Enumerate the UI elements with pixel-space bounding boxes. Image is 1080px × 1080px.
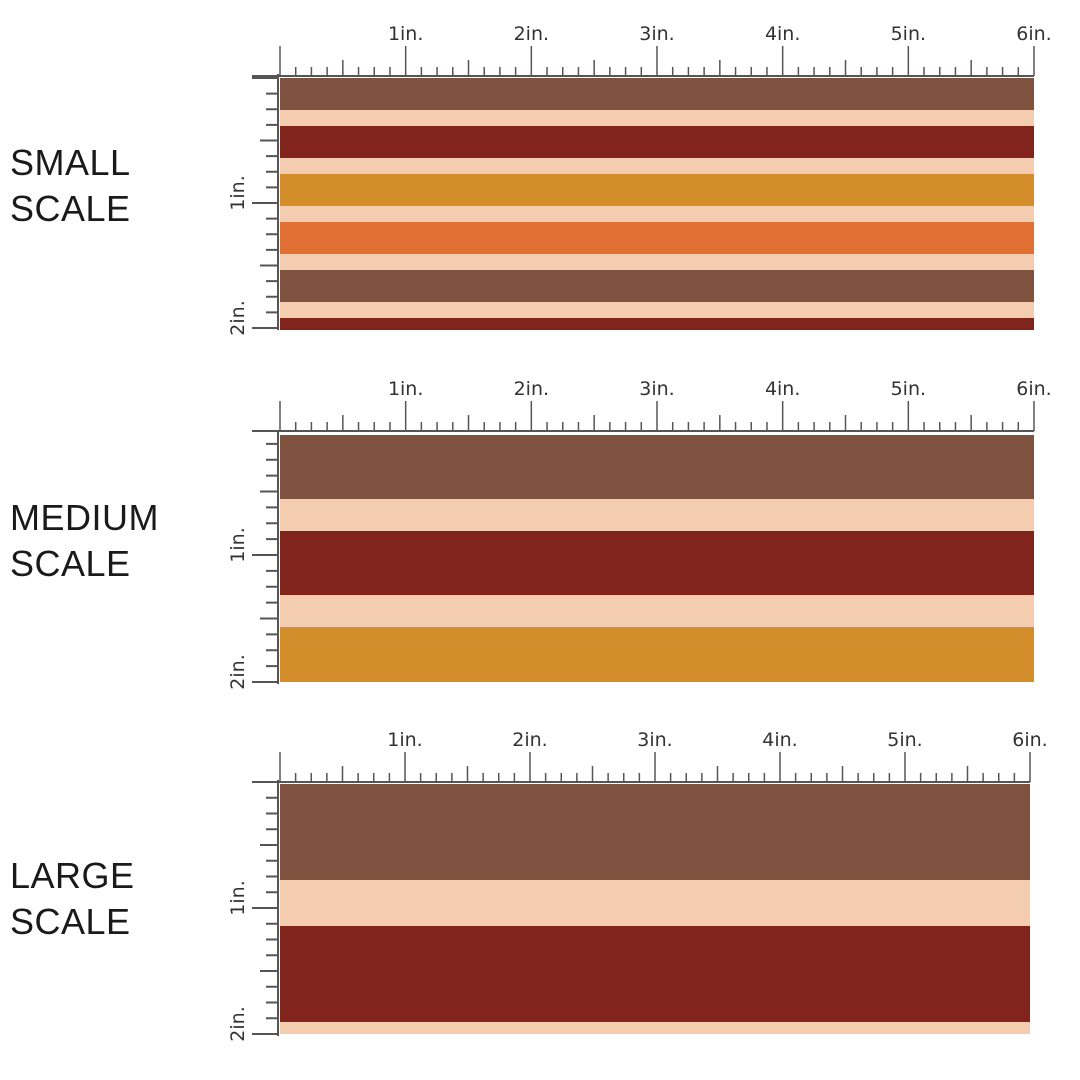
stripe-cream xyxy=(280,254,1034,270)
ruler-label: 1in. xyxy=(388,378,423,400)
scale-label-line1: LARGE xyxy=(10,855,135,896)
ruler-label: 2in. xyxy=(514,378,549,400)
stripe-group xyxy=(280,784,1030,1034)
panel-small: SMALL SCALE 1in. 2in. 3in. 4in. 5in. 6in. 1in.… xyxy=(0,0,1080,350)
stripe-maroon xyxy=(280,126,1034,158)
vertical-ruler: 1in. 2in. xyxy=(227,431,279,690)
stripe-brown xyxy=(280,78,1034,110)
ruler-label: 1in. xyxy=(227,880,249,915)
panel-large: LARGE SCALE 1in. 2in. 3in. 4in. 5in. 6in. 1in.… xyxy=(0,710,1080,1065)
scale-label: SMALL SCALE xyxy=(10,140,131,232)
fabric-swatch-medium: 1in. 2in. 3in. 4in. 5in. 6in. 1in. 2in. xyxy=(227,378,1052,690)
stripe-cream xyxy=(280,1022,1030,1034)
ruler-label: 1in. xyxy=(227,527,249,562)
stripe-brown xyxy=(280,270,1034,302)
stripe-cream xyxy=(280,302,1034,318)
scale-label-line2: SCALE xyxy=(10,901,131,942)
ruler-label: 3in. xyxy=(639,23,674,45)
stripe-cream xyxy=(280,880,1030,926)
ruler-label: 2in. xyxy=(227,1006,249,1041)
scale-label-line1: SMALL xyxy=(10,142,131,183)
stripe-mustard xyxy=(280,174,1034,206)
stripe-cream xyxy=(280,110,1034,126)
stripe-group xyxy=(280,435,1034,682)
stripe-brown xyxy=(280,784,1030,880)
ruler-label: 4in. xyxy=(762,729,797,751)
ruler-label: 3in. xyxy=(637,729,672,751)
ruler-label: 5in. xyxy=(891,23,926,45)
scale-label: MEDIUM SCALE xyxy=(10,495,159,587)
scale-label-line1: MEDIUM xyxy=(10,497,159,538)
horizontal-ruler: 1in. 2in. 3in. 4in. 5in. 6in. xyxy=(252,23,1052,77)
stripe-maroon xyxy=(280,926,1030,1022)
ruler-label: 5in. xyxy=(887,729,922,751)
ruler-label: 6in. xyxy=(1012,729,1047,751)
stripe-mustard xyxy=(280,627,1034,682)
panel-medium: MEDIUM SCALE 1in. 2in. 3in. 4in. 5in. 6in. 1in… xyxy=(0,355,1080,705)
ruler-label: 6in. xyxy=(1016,378,1051,400)
horizontal-ruler: 1in. 2in. 3in. 4in. 5in. 6in. xyxy=(252,729,1048,783)
vertical-ruler: 1in. 2in. xyxy=(227,780,279,1042)
stripe-cream xyxy=(280,499,1034,531)
stripe-brown xyxy=(280,435,1034,499)
stripe-cream xyxy=(280,158,1034,174)
ruler-label: 2in. xyxy=(227,300,249,335)
stripe-maroon xyxy=(280,318,1034,330)
ruler-label: 3in. xyxy=(639,378,674,400)
scale-label-line2: SCALE xyxy=(10,188,131,229)
vertical-ruler: 1in. 2in. xyxy=(227,74,279,336)
ruler-label: 4in. xyxy=(765,23,800,45)
stripe-maroon xyxy=(280,531,1034,595)
ruler-label: 2in. xyxy=(227,654,249,689)
ruler-label: 1in. xyxy=(387,729,422,751)
stripe-group xyxy=(280,78,1034,330)
scale-label: LARGE SCALE xyxy=(10,853,135,945)
ruler-label: 2in. xyxy=(512,729,547,751)
fabric-swatch-small: 1in. 2in. 3in. 4in. 5in. 6in. 1in. 2in. xyxy=(227,23,1052,336)
ruler-label: 1in. xyxy=(388,23,423,45)
stripe-cream xyxy=(280,206,1034,222)
fabric-swatch-large: 1in. 2in. 3in. 4in. 5in. 6in. 1in. 2in. xyxy=(227,729,1048,1042)
ruler-label: 5in. xyxy=(891,378,926,400)
ruler-label: 6in. xyxy=(1016,23,1051,45)
stripe-orange xyxy=(280,222,1034,254)
ruler-label: 4in. xyxy=(765,378,800,400)
ruler-label: 1in. xyxy=(227,175,249,210)
ruler-label: 2in. xyxy=(514,23,549,45)
stripe-cream xyxy=(280,595,1034,627)
horizontal-ruler: 1in. 2in. 3in. 4in. 5in. 6in. xyxy=(252,378,1052,432)
scale-label-line2: SCALE xyxy=(10,543,131,584)
